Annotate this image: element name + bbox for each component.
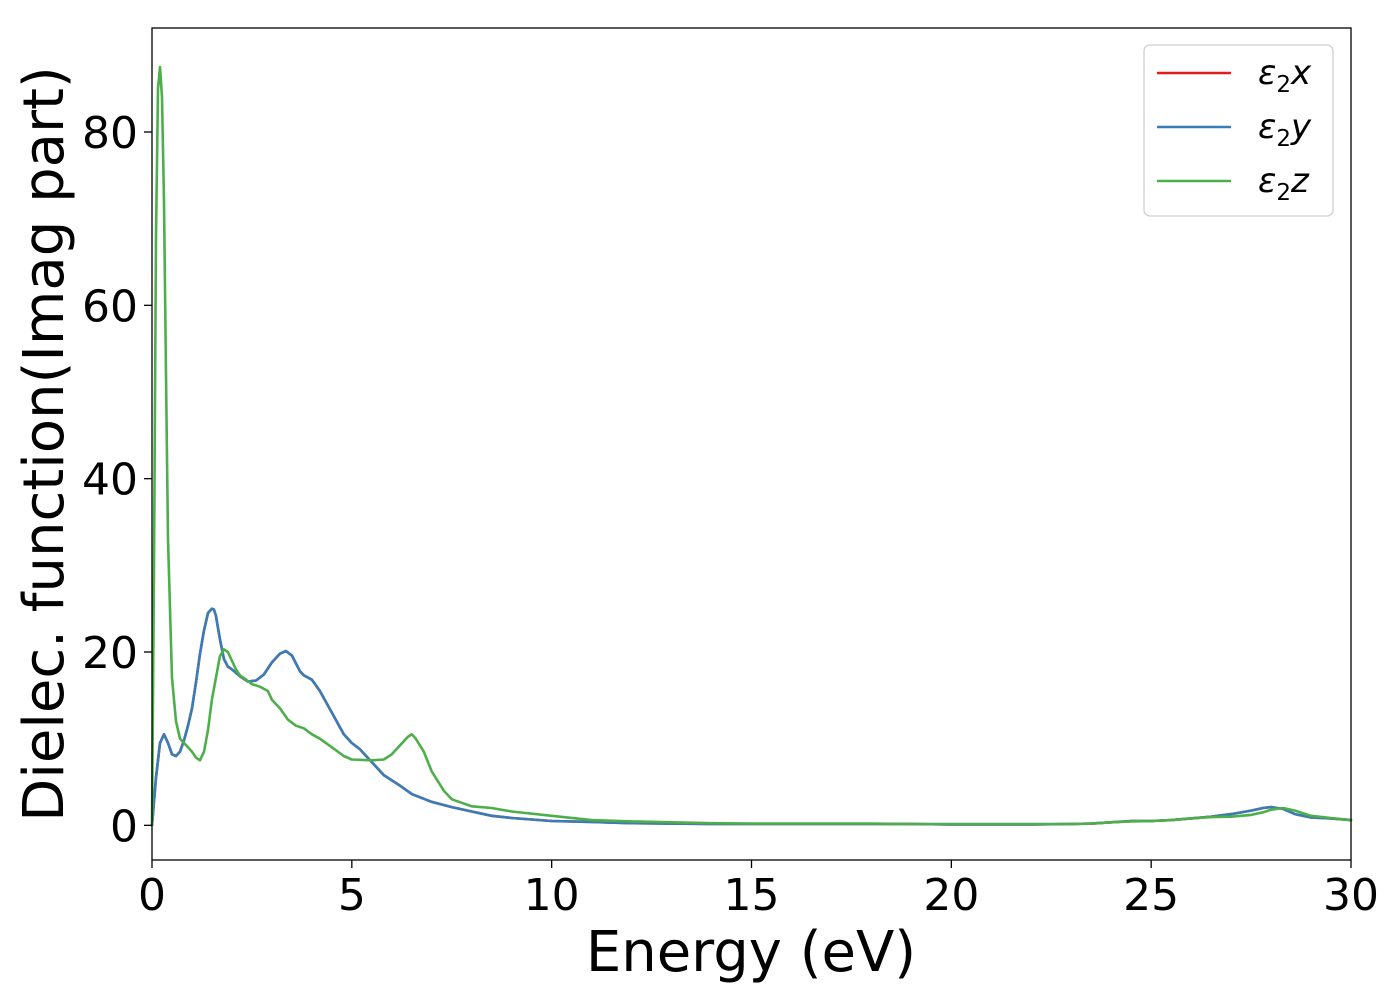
y-tick-label: 40 — [82, 455, 138, 506]
x-tick-label: 20 — [923, 870, 979, 921]
x-axis-ticks: 0 5 10 15 20 25 30 — [138, 860, 1379, 921]
series-line-y — [150, 607, 1353, 827]
x-tick-label: 10 — [524, 870, 580, 921]
x-tick-label: 5 — [338, 870, 366, 921]
legend-label-x: ε2x — [1258, 53, 1312, 98]
series-line-z — [150, 65, 1353, 827]
legend: ε2x ε2y ε2z — [1143, 44, 1334, 217]
legend-box — [1143, 44, 1334, 217]
x-tick-label: 30 — [1323, 870, 1379, 921]
series-line-x — [150, 607, 1353, 827]
legend-label-z: ε2z — [1258, 161, 1310, 206]
y-tick-label: 0 — [110, 801, 138, 852]
series-layer — [150, 65, 1353, 827]
y-axis-ticks: 0 20 40 60 80 — [82, 108, 152, 852]
y-tick-label: 20 — [82, 628, 138, 679]
x-axis-label: Energy (eV) — [586, 920, 916, 985]
y-tick-label: 60 — [82, 281, 138, 332]
x-tick-label: 25 — [1123, 870, 1179, 921]
x-tick-label: 0 — [138, 870, 166, 921]
legend-label-y: ε2y — [1258, 107, 1312, 152]
x-tick-label: 15 — [724, 870, 780, 921]
y-axis-label: Dielec. function(Imag part) — [12, 66, 77, 822]
y-tick-label: 80 — [82, 108, 138, 159]
